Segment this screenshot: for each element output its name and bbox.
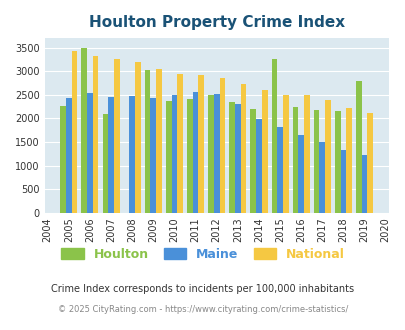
Bar	[271, 59, 277, 213]
Bar	[166, 101, 171, 213]
Text: © 2025 CityRating.com - https://www.cityrating.com/crime-statistics/: © 2025 CityRating.com - https://www.city…	[58, 305, 347, 314]
Bar	[145, 70, 150, 213]
Bar	[355, 81, 361, 213]
Bar	[213, 94, 219, 213]
Bar	[298, 135, 303, 213]
Bar	[81, 49, 87, 213]
Bar	[102, 114, 108, 213]
Bar	[93, 55, 98, 213]
Bar	[277, 127, 282, 213]
Bar	[250, 109, 256, 213]
Bar	[334, 111, 340, 213]
Bar	[129, 96, 135, 213]
Bar	[261, 90, 267, 213]
Bar	[114, 59, 119, 213]
Bar	[60, 106, 66, 213]
Bar	[303, 95, 309, 213]
Bar	[150, 98, 156, 213]
Text: Crime Index corresponds to incidents per 100,000 inhabitants: Crime Index corresponds to incidents per…	[51, 284, 354, 294]
Bar	[256, 119, 261, 213]
Bar	[324, 100, 330, 213]
Bar	[361, 155, 367, 213]
Bar	[367, 113, 372, 213]
Bar	[234, 104, 240, 213]
Bar	[240, 84, 246, 213]
Bar	[292, 107, 298, 213]
Bar	[156, 69, 162, 213]
Bar	[171, 95, 177, 213]
Bar	[187, 99, 192, 213]
Bar	[135, 62, 141, 213]
Legend: Houlton, Maine, National: Houlton, Maine, National	[56, 243, 349, 266]
Title: Houlton Property Crime Index: Houlton Property Crime Index	[88, 15, 344, 30]
Bar	[177, 74, 183, 213]
Bar	[282, 95, 288, 213]
Bar	[198, 76, 204, 213]
Bar	[313, 110, 319, 213]
Bar	[219, 78, 225, 213]
Bar	[340, 149, 345, 213]
Bar	[229, 102, 234, 213]
Bar	[72, 51, 77, 213]
Bar	[319, 142, 324, 213]
Bar	[345, 109, 351, 213]
Bar	[66, 98, 72, 213]
Bar	[192, 92, 198, 213]
Bar	[108, 97, 114, 213]
Bar	[87, 93, 93, 213]
Bar	[208, 95, 213, 213]
